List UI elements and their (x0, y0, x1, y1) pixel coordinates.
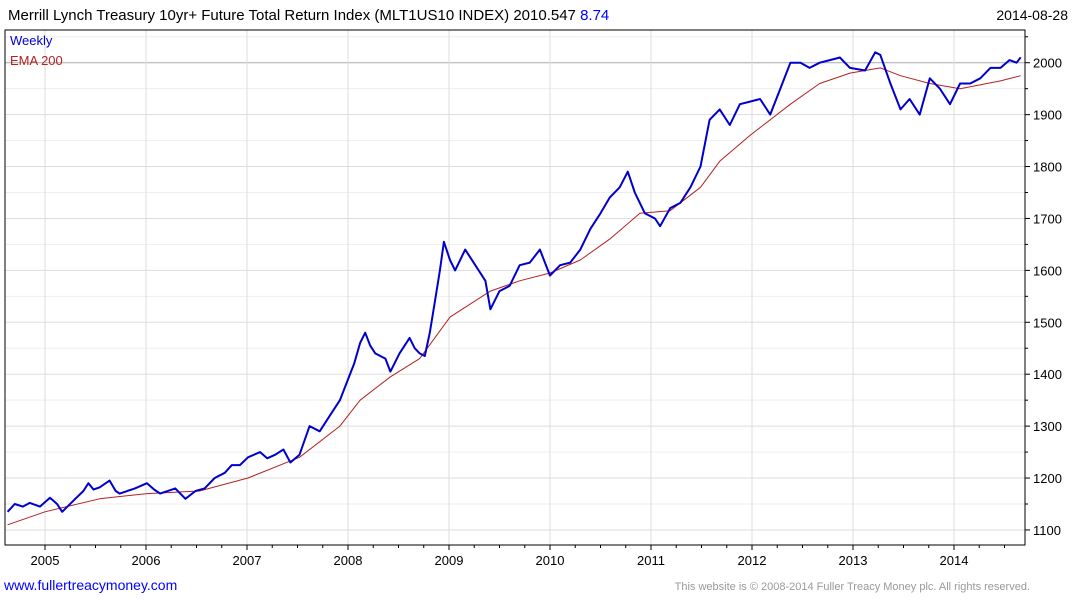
y-tick-label: 1400 (1033, 367, 1062, 382)
chart-title: Merrill Lynch Treasury 10yr+ Future Tota… (8, 7, 609, 24)
y-tick-label: 2000 (1033, 56, 1062, 71)
x-tick-label: 2012 (738, 553, 767, 568)
series-group (6, 51, 1022, 526)
ema-200-line (7, 67, 1021, 526)
y-tick-label: 1300 (1033, 419, 1062, 434)
y-tick-label: 1900 (1033, 108, 1062, 123)
website-link[interactable]: www.fullertreacymoney.com (3, 577, 177, 593)
ticks: 1100 1200 1300 1400 1500 1600 1700 1800 1900 2000… (31, 36, 1062, 568)
grid (5, 30, 1025, 545)
change-value: 8.74 (580, 7, 609, 24)
x-tick-label: 2013 (839, 553, 868, 568)
y-tick-label: 1600 (1033, 263, 1062, 278)
x-tick-label: 2011 (637, 553, 665, 568)
x-tick-label: 2005 (31, 553, 60, 568)
legend-weekly: Weekly (10, 33, 53, 48)
y-tick-label: 1500 (1033, 315, 1062, 330)
x-tick-label: 2008 (334, 553, 363, 568)
x-tick-label: 2014 (940, 553, 969, 568)
x-tick-label: 2006 (132, 553, 161, 568)
y-tick-label: 1800 (1033, 160, 1062, 175)
legend-ema: EMA 200 (10, 53, 63, 68)
y-tick-label: 1700 (1033, 211, 1062, 226)
title-text: Merrill Lynch Treasury 10yr+ Future Tota… (8, 7, 576, 24)
date-label: 2014-08-28 (996, 7, 1068, 23)
y-tick-label: 1200 (1033, 471, 1062, 486)
copyright-text: This website is © 2008-2014 Fuller Treac… (675, 581, 1030, 593)
weekly-price-line (6, 51, 1022, 513)
x-tick-label: 2010 (536, 553, 565, 568)
x-tick-label: 2007 (233, 553, 262, 568)
x-tick-label: 2009 (435, 553, 464, 568)
plot-frame (4, 29, 1026, 546)
y-tick-label: 1100 (1033, 523, 1061, 538)
